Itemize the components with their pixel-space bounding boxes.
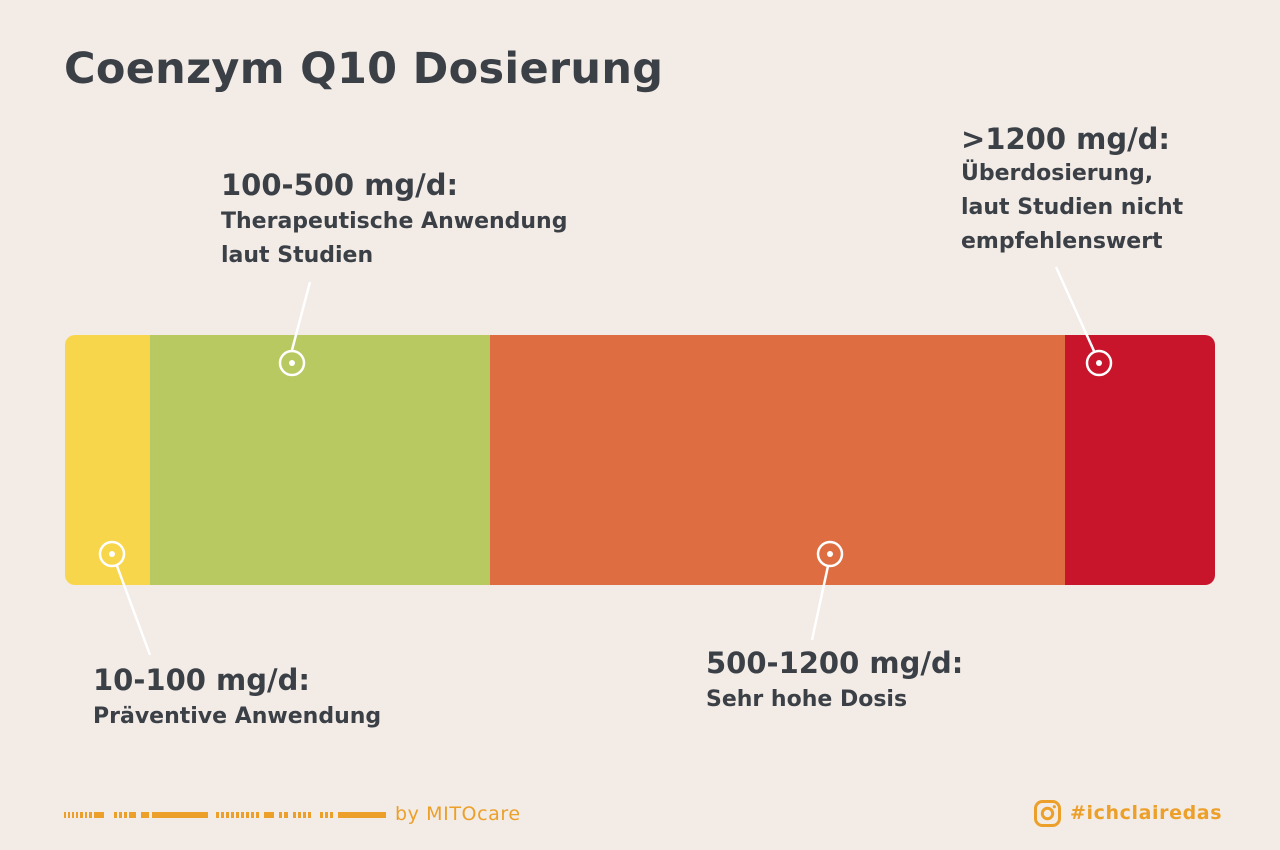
callout-description: Präventive Anwendung xyxy=(93,703,382,729)
segment-preventive xyxy=(65,335,150,585)
callout-description: Überdosierung, laut Studien nicht empfeh… xyxy=(961,160,1184,254)
callout-overdose: >1200 mg/d: Überdosierung, laut Studien … xyxy=(961,122,1183,259)
segment-therapeutic xyxy=(150,335,490,585)
callout-description: Sehr hohe Dosis xyxy=(706,686,908,712)
segment-high-dose xyxy=(490,335,1065,585)
callout-description: Therapeutische Anwendung laut Studien xyxy=(221,208,568,268)
page-title: Coenzym Q10 Dosierung xyxy=(64,44,664,94)
dosage-scale-bar xyxy=(65,335,1215,585)
footer-hashtag[interactable]: #ichclairedas xyxy=(1070,802,1223,824)
callout-preventive: 10-100 mg/d: Präventive Anwendung xyxy=(93,663,381,734)
callout-therapeutic: 100-500 mg/d: Therapeutische Anwendung l… xyxy=(221,168,567,273)
segment-overdose xyxy=(1065,335,1215,585)
instagram-icon xyxy=(1034,800,1061,827)
footer-decoration xyxy=(64,812,386,818)
callout-dose: 10-100 mg/d: xyxy=(93,663,310,697)
callout-dose: 100-500 mg/d: xyxy=(221,168,459,202)
callout-dose: 500-1200 mg/d: xyxy=(706,646,964,680)
callout-dose: >1200 mg/d: xyxy=(961,122,1171,156)
footer-credit: by MITOcare xyxy=(395,803,521,825)
callout-high-dose: 500-1200 mg/d: Sehr hohe Dosis xyxy=(706,646,963,717)
